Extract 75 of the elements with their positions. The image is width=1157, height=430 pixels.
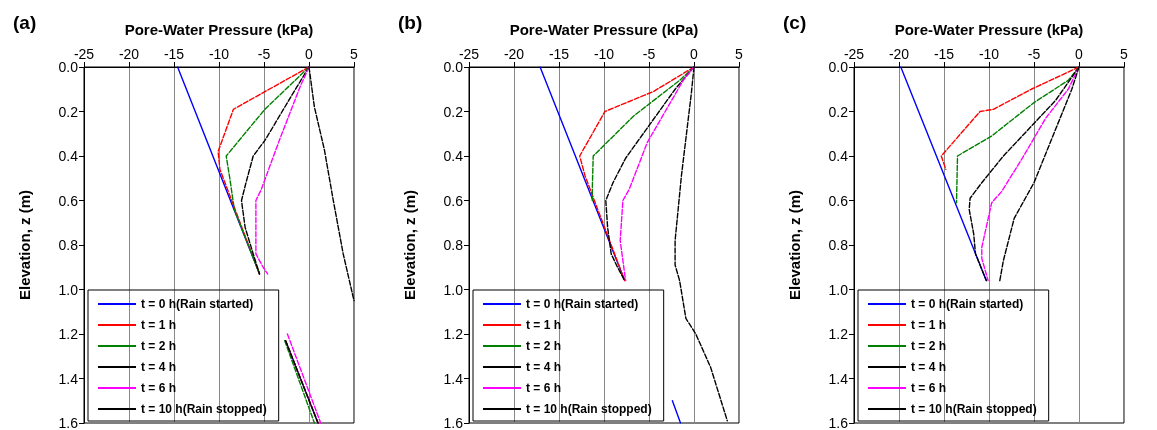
x-tick-label: 5 (350, 46, 359, 62)
y-tick-label: 1.0 (828, 281, 849, 298)
legend-label: t = 0 h(Rain started) (526, 297, 639, 311)
chart-title: (a) (13, 12, 37, 33)
x-tick-label: 0 (305, 46, 314, 62)
legend-label: t = 2 h (526, 339, 562, 353)
x-tick-label: -15 (548, 46, 570, 62)
y-tick-label: 0.0 (443, 59, 464, 75)
y-tick-label: 0.6 (58, 192, 79, 209)
x-axis-title: Pore-Water Pressure (kPa) (124, 21, 314, 38)
y-tick-label: 0.8 (443, 237, 464, 253)
y-axis-title: Elevation, z (m) (16, 189, 33, 301)
legend-label: t = 0 h(Rain started) (911, 297, 1024, 311)
x-axis-title: Pore-Water Pressure (kPa) (894, 21, 1084, 38)
chart-title: (b) (398, 12, 423, 33)
y-tick-label: 1.4 (443, 370, 464, 387)
y-tick-label: 0.4 (443, 148, 464, 164)
legend-label: t = 6 h (911, 381, 947, 395)
y-tick-label: 1.2 (828, 326, 849, 342)
legend-label: t = 2 h (911, 339, 947, 353)
y-tick-label: 0.8 (828, 237, 849, 253)
y-tick-label: 1.2 (58, 326, 79, 342)
legend-label: t = 0 h(Rain started) (141, 297, 254, 311)
legend-label: t = 4 h (911, 360, 947, 374)
legend-label: t = 2 h (141, 339, 177, 353)
y-tick-label: 0.0 (828, 59, 849, 75)
x-tick-label: -25 (843, 46, 865, 62)
x-tick-label: 5 (1120, 46, 1129, 62)
legend-label: t = 6 h (526, 381, 562, 395)
y-tick-label: 1.6 (828, 415, 849, 430)
x-tick-label: -15 (163, 46, 185, 62)
x-tick-label: -20 (888, 46, 910, 62)
y-axis-title: Elevation, z (m) (786, 189, 803, 301)
y-tick-label: 1.4 (828, 370, 849, 387)
legend-label: t = 10 h(Rain stopped) (911, 402, 1037, 416)
x-tick-label: 0 (1075, 46, 1084, 62)
y-tick-label: 0.4 (58, 148, 79, 164)
y-tick-label: 1.4 (58, 370, 79, 387)
y-tick-label: 0.4 (828, 148, 849, 164)
x-tick-label: -10 (593, 46, 615, 62)
y-tick-label: 1.2 (443, 326, 464, 342)
legend-label: t = 1 h (911, 318, 947, 332)
y-tick-label: 0.6 (443, 192, 464, 209)
y-tick-label: 0.2 (828, 103, 849, 120)
legend-label: t = 6 h (141, 381, 177, 395)
legend-label: t = 4 h (526, 360, 562, 374)
x-tick-label: -5 (257, 46, 271, 62)
x-tick-label: -20 (118, 46, 140, 62)
x-tick-label: -20 (503, 46, 525, 62)
y-axis-title: Elevation, z (m) (401, 189, 418, 301)
legend-label: t = 10 h(Rain stopped) (141, 402, 267, 416)
x-tick-label: -25 (458, 46, 480, 62)
y-tick-label: 0.8 (58, 237, 79, 253)
y-tick-label: 1.6 (58, 415, 79, 430)
legend-label: t = 1 h (526, 318, 562, 332)
x-tick-label: 0 (690, 46, 699, 62)
x-tick-label: -15 (933, 46, 955, 62)
y-tick-label: 1.0 (443, 281, 464, 298)
legend-label: t = 4 h (141, 360, 177, 374)
x-tick-label: -5 (642, 46, 656, 62)
legend-label: t = 10 h(Rain stopped) (526, 402, 652, 416)
x-tick-label: -25 (73, 46, 95, 62)
chart-title: (c) (783, 12, 807, 33)
y-tick-label: 1.6 (443, 415, 464, 430)
y-tick-label: 0.2 (443, 103, 464, 120)
x-axis-title: Pore-Water Pressure (kPa) (509, 21, 699, 38)
y-tick-label: 0.6 (828, 192, 849, 209)
legend-label: t = 1 h (141, 318, 177, 332)
y-tick-label: 0.2 (58, 103, 79, 120)
x-tick-label: -10 (208, 46, 230, 62)
x-tick-label: -10 (978, 46, 1000, 62)
y-tick-label: 1.0 (58, 281, 79, 298)
x-tick-label: -5 (1027, 46, 1041, 62)
x-tick-label: 5 (735, 46, 744, 62)
y-tick-label: 0.0 (58, 59, 79, 75)
